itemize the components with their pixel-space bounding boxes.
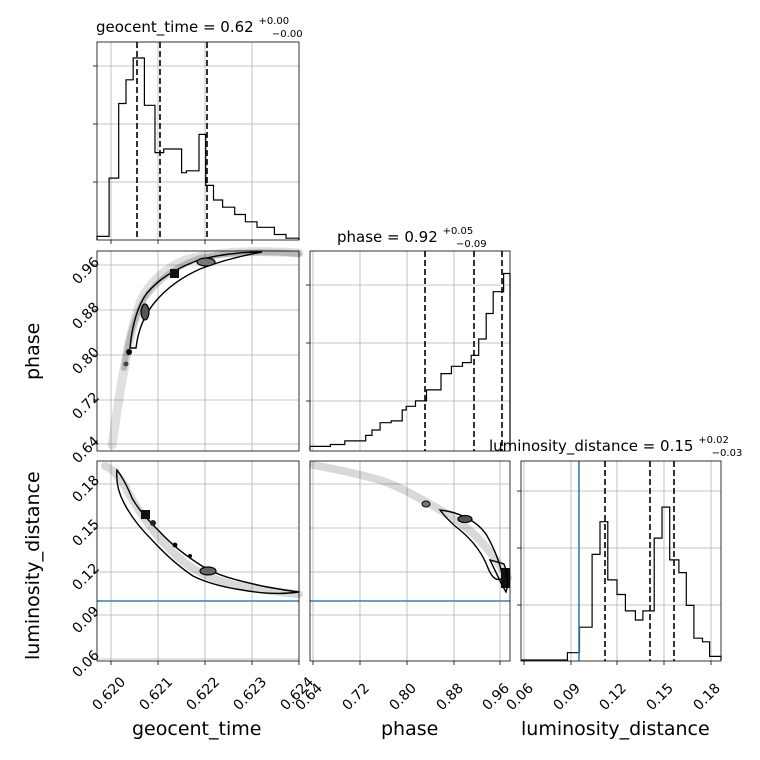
density-geocent-time-distance	[101, 462, 303, 598]
ticks-geocent-time-phase	[93, 264, 97, 445]
y-tick-distance-4: 0.06	[70, 647, 103, 680]
ticks-phase-distance	[312, 661, 501, 665]
hist-phase	[309, 272, 511, 450]
panel-phase-distance: 0.64 0.72 0.80 0.88 0.96 phase	[293, 460, 513, 740]
x-tick-geocent-0: 0.620	[90, 674, 130, 714]
grid-phase-distance	[310, 461, 510, 661]
hist-geocent-time-grid	[97, 42, 299, 240]
panel-frame	[96, 41, 300, 241]
x-tick-geocent-3: 0.623	[231, 674, 271, 714]
y-axis-label-distance: luminosity_distance	[22, 471, 44, 660]
title-distance: luminosity_distance = 0.15 +0.02 −0.03	[489, 429, 742, 459]
y-tick-phase-3: 0.72	[70, 389, 103, 422]
x-tick-phase-3: 0.88	[434, 680, 467, 713]
x-tick-phase-1: 0.72	[340, 680, 373, 713]
title-phase: phase = 0.92 +0.05 −0.09	[337, 220, 487, 250]
panel-geocent-time-hist: geocent_time = 0.62 +0.00 −0.00	[93, 10, 303, 244]
title-distance-lower: −0.03	[712, 448, 743, 459]
panel-frame	[309, 250, 511, 452]
panel-geocent-time-distance: 0.18 0.15 0.12 0.09 0.06 luminosity_dist…	[22, 460, 317, 740]
panel-geocent-time-phase: 0.96 0.88 0.80 0.72 0.64 phase	[22, 247, 304, 467]
panel-frame	[96, 250, 300, 452]
hist-phase-ticks	[306, 284, 310, 402]
y-tick-phase-4: 0.64	[70, 433, 103, 466]
hist-distance	[521, 506, 722, 661]
grid-geocent-time-phase	[97, 251, 299, 451]
title-geocent-time-text: geocent_time = 0.62	[96, 18, 254, 37]
y-axis-label-phase: phase	[22, 323, 44, 380]
hist-phase-grid	[310, 251, 510, 451]
density-phase-distance	[309, 461, 512, 594]
ticks-geocent-time-distance	[93, 483, 300, 665]
x-tick-phase-2: 0.80	[387, 680, 420, 713]
panel-frame	[96, 460, 300, 662]
hist-distance-ticks	[517, 490, 712, 665]
title-distance-text: luminosity_distance = 0.15	[489, 437, 693, 456]
x-axis-label-geocent-time: geocent_time	[132, 718, 261, 740]
x-tick-distance-2: 0.12	[597, 680, 630, 713]
x-axis-label-phase: phase	[381, 718, 438, 740]
x-axis-label-distance: luminosity_distance	[521, 718, 710, 740]
panel-phase-hist: phase = 0.92 +0.05 −0.09	[306, 220, 511, 452]
y-tick-distance-2: 0.12	[70, 560, 103, 593]
x-tick-distance-3: 0.15	[644, 680, 677, 713]
x-tick-distance-4: 0.18	[691, 680, 724, 713]
title-phase-text: phase = 0.92	[337, 228, 438, 246]
title-geocent-time-lower: −0.00	[272, 29, 303, 40]
title-phase-lower: −0.09	[456, 239, 487, 250]
hist-geocent-time	[96, 57, 300, 240]
hist-geocent-time-ticks	[93, 65, 253, 244]
panel-frame	[309, 460, 511, 662]
x-tick-distance-1: 0.09	[551, 680, 584, 713]
x-tick-geocent-2: 0.622	[184, 674, 224, 714]
title-phase-upper: +0.05	[443, 226, 474, 237]
grid-geocent-time-distance	[97, 461, 299, 661]
x-tick-geocent-1: 0.621	[137, 674, 177, 714]
title-geocent-time: geocent_time = 0.62 +0.00 −0.00	[96, 10, 303, 40]
density-geocent-time-phase	[107, 247, 304, 450]
panel-distance-hist: luminosity_distance = 0.15 +0.02 −0.03 0…	[489, 429, 742, 740]
y-tick-distance-0: 0.18	[70, 472, 103, 505]
y-tick-phase-0: 0.96	[70, 254, 103, 287]
y-tick-phase-1: 0.88	[70, 299, 103, 332]
title-distance-upper: +0.02	[698, 435, 729, 446]
y-tick-distance-1: 0.15	[70, 516, 103, 549]
y-tick-phase-2: 0.80	[70, 344, 103, 377]
x-tick-distance-0: 0.06	[504, 680, 537, 713]
title-geocent-time-upper: +0.00	[258, 16, 289, 27]
hist-distance-grid	[521, 461, 721, 661]
y-tick-distance-3: 0.09	[70, 603, 103, 636]
panel-frame	[520, 460, 722, 662]
